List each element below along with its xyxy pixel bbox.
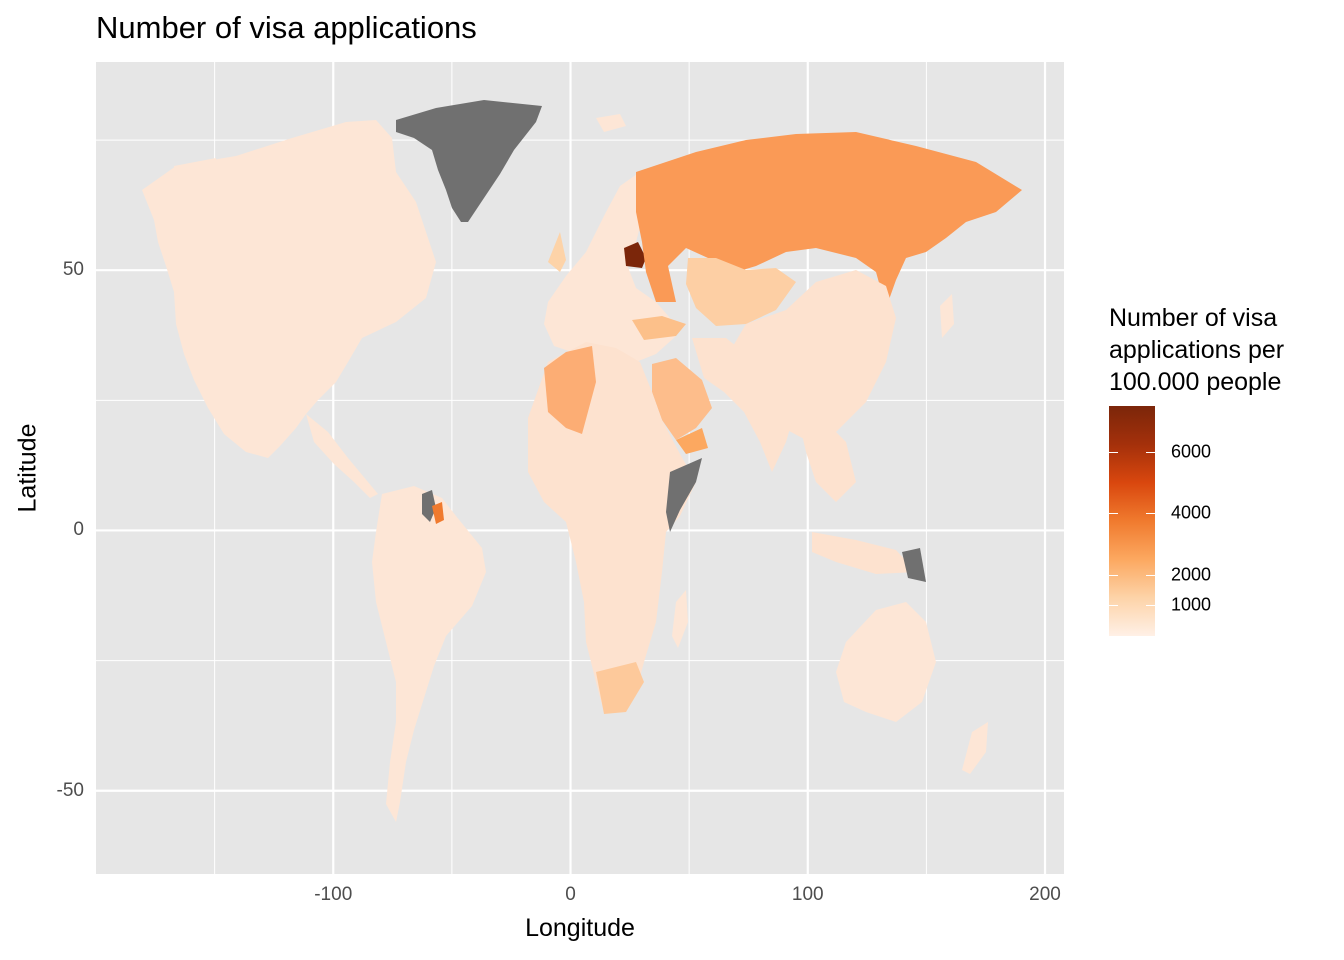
x-tick-label: -100 [314, 884, 353, 905]
legend-title-line-1: Number of visa [1109, 304, 1278, 332]
country-greenland [396, 100, 542, 222]
legend-tick-mark [1146, 452, 1155, 453]
country-new-zealand [962, 722, 988, 774]
country-suriname [432, 502, 444, 524]
country-somalia [666, 458, 702, 532]
legend-tick-label: 2000 [1171, 564, 1212, 585]
legend-title-line-2: applications per [1109, 336, 1285, 364]
y-tick-label: 50 [62, 259, 84, 281]
legend-tick-mark [1109, 513, 1118, 515]
legend: Number of visa applications per 100.000 … [1109, 302, 1284, 636]
country-central-america [306, 414, 378, 498]
country-iceland [596, 114, 626, 132]
legend-tick-label: 6000 [1171, 441, 1212, 462]
y-tick-label: -50 [56, 779, 84, 801]
country-turkey [632, 316, 686, 340]
country-russia [636, 132, 1022, 308]
country-india-iran [692, 338, 796, 472]
country-uk [548, 232, 566, 272]
legend-tick-mark [1146, 574, 1155, 576]
legend-title-line-3: 100.000 people [1109, 368, 1282, 396]
legend-tick-label: 1000 [1171, 594, 1212, 615]
country-kazakhstan [686, 258, 796, 326]
country-belarus [624, 242, 646, 268]
legend-tick-label: 4000 [1171, 502, 1212, 523]
legend-tick-mark [1109, 605, 1118, 607]
country-south-america [372, 486, 486, 822]
legend-tick-mark [1109, 574, 1118, 576]
country-south-africa [596, 662, 644, 714]
country-indonesia [812, 532, 916, 574]
country-southeast-asia [796, 408, 856, 502]
y-axis-label: Latitude [13, 423, 42, 513]
legend-tick-mark [1109, 452, 1118, 453]
legend-colorbar [1109, 406, 1155, 636]
x-tick-label: 200 [1029, 884, 1061, 905]
x-tick-label: 0 [565, 884, 576, 905]
country-japan [940, 294, 954, 338]
x-tick-label: 100 [791, 884, 824, 905]
country-africa [528, 342, 696, 712]
legend-tick-mark [1146, 513, 1155, 515]
map-panel [96, 62, 1064, 874]
country-saudi-arabia [652, 358, 712, 440]
y-tick-label: 0 [73, 519, 84, 541]
country-alaska [174, 158, 216, 226]
country-shapes [142, 100, 1022, 822]
country-yemen [676, 428, 708, 454]
country-madagascar [672, 590, 688, 648]
country-guyana [422, 490, 436, 522]
country-australia [836, 602, 936, 722]
chart-title: Number of visa applications [96, 10, 477, 45]
country-papua-new-guinea [902, 548, 926, 582]
x-axis-label: Longitude [525, 914, 635, 942]
legend-tick-mark [1146, 605, 1155, 607]
map-svg [96, 62, 1064, 874]
country-algeria [544, 346, 596, 434]
legend-title: Number of visa applications per 100.000 … [1109, 302, 1284, 398]
